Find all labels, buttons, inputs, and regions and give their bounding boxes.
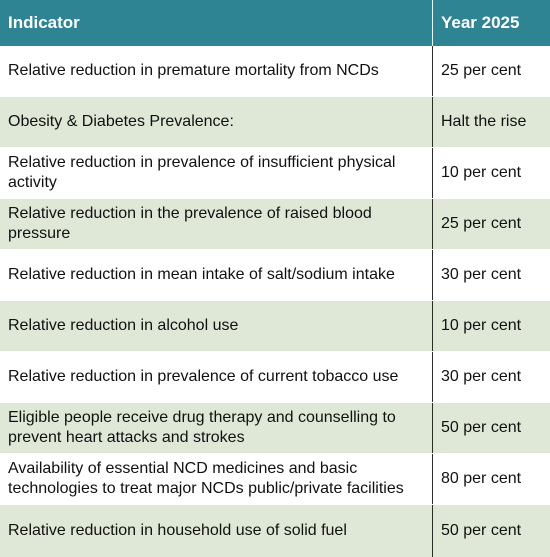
table-row: Relative reduction in household use of s… bbox=[0, 505, 550, 557]
header-year: Year 2025 bbox=[441, 13, 520, 32]
indicator-cell: Relative reduction in household use of s… bbox=[0, 505, 433, 557]
table-row: Eligible people receive drug therapy and… bbox=[0, 403, 550, 454]
indicator-cell: Relative reduction in alcohol use bbox=[0, 301, 433, 351]
target-cell: 10 per cent bbox=[441, 317, 522, 334]
target-cell: 80 per cent bbox=[441, 470, 522, 487]
indicator-cell: Availability of essential NCD medicines … bbox=[0, 454, 433, 504]
table-row: Obesity & Diabetes Prevalence: Halt the … bbox=[0, 97, 550, 148]
table-header: Indicator Year 2025 bbox=[0, 0, 550, 46]
table-body: Relative reduction in premature mortalit… bbox=[0, 46, 550, 557]
indicator-cell: Obesity & Diabetes Prevalence: bbox=[0, 97, 433, 147]
indicator-cell: Relative reduction in prevalence of insu… bbox=[0, 148, 433, 198]
target-cell: 25 per cent bbox=[441, 215, 522, 232]
table-row: Relative reduction in prevalence of insu… bbox=[0, 148, 550, 199]
indicator-cell: Relative reduction in prevalence of curr… bbox=[0, 352, 433, 402]
table-row: Relative reduction in alcohol use 10 per… bbox=[0, 301, 550, 352]
target-cell: Halt the rise bbox=[441, 113, 527, 130]
target-cell: 10 per cent bbox=[441, 164, 522, 181]
table-row: Relative reduction in mean intake of sal… bbox=[0, 250, 550, 301]
header-indicator: Indicator bbox=[0, 0, 433, 46]
target-cell: 25 per cent bbox=[441, 62, 522, 79]
table-row: Availability of essential NCD medicines … bbox=[0, 454, 550, 505]
table-row: Relative reduction in prevalence of curr… bbox=[0, 352, 550, 403]
table-row: Relative reduction in the prevalence of … bbox=[0, 199, 550, 250]
indicator-cell: Relative reduction in the prevalence of … bbox=[0, 199, 433, 249]
indicator-cell: Relative reduction in premature mortalit… bbox=[0, 46, 433, 96]
target-cell: 50 per cent bbox=[441, 522, 522, 539]
target-cell: 30 per cent bbox=[441, 368, 522, 385]
target-cell: 50 per cent bbox=[441, 419, 522, 436]
indicator-cell: Eligible people receive drug therapy and… bbox=[0, 403, 433, 453]
target-cell: 30 per cent bbox=[441, 266, 522, 283]
table-row: Relative reduction in premature mortalit… bbox=[0, 46, 550, 97]
indicator-cell: Relative reduction in mean intake of sal… bbox=[0, 250, 433, 300]
